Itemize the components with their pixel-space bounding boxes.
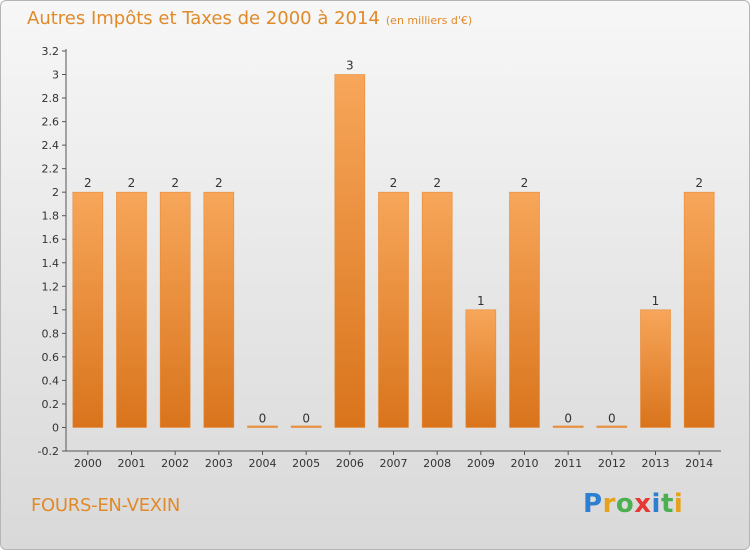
y-tick-label: 3.2 [42, 45, 60, 58]
x-tick-label: 2004 [249, 457, 277, 470]
x-tick-label: 2003 [205, 457, 233, 470]
logo-letter: P [583, 489, 603, 519]
x-tick-label: 2013 [642, 457, 670, 470]
proxiti-logo: Proxiti [583, 489, 683, 519]
bar [640, 309, 671, 428]
chart-title-unit: (en milliers d'€) [385, 14, 473, 27]
y-tick-label: 2.6 [42, 116, 60, 129]
y-tick-label: 2.4 [42, 139, 60, 152]
bar-value-label: 1 [652, 294, 660, 308]
bar [290, 425, 322, 428]
bar-value-label: 3 [346, 59, 354, 73]
x-tick-label: 2006 [336, 457, 364, 470]
x-tick-label: 2011 [554, 457, 582, 470]
bar-value-label: 2 [171, 176, 179, 190]
y-tick-label: 0.6 [42, 351, 60, 364]
logo-letter: r [602, 489, 616, 519]
x-tick-label: 2000 [74, 457, 102, 470]
bar-value-label: 2 [521, 176, 529, 190]
bar-value-label: 2 [695, 176, 703, 190]
bar [247, 425, 278, 428]
x-tick-label: 2002 [161, 457, 189, 470]
bar [683, 191, 715, 428]
x-tick-label: 2010 [511, 457, 539, 470]
bar [465, 309, 497, 428]
y-tick-label: 0 [52, 421, 59, 434]
x-tick-label: 2005 [292, 457, 320, 470]
y-tick-label: 2 [52, 186, 59, 199]
logo-letter: o [615, 489, 635, 519]
bar [378, 191, 409, 428]
bar-value-label: 2 [390, 176, 398, 190]
bar [334, 74, 366, 428]
bar-value-label: 0 [259, 411, 267, 425]
bar-value-label: 0 [608, 411, 616, 425]
chart-title-text: Autres Impôts et Taxes de 2000 à 2014 [27, 8, 380, 29]
logo-letter: i [673, 489, 684, 519]
bar [72, 191, 104, 428]
bar-value-label: 2 [84, 176, 92, 190]
y-tick-label: 1 [52, 304, 59, 317]
bar [596, 425, 628, 428]
x-tick-label: 2007 [380, 457, 408, 470]
x-tick-label: 2001 [118, 457, 146, 470]
y-tick-label: 0.8 [42, 327, 60, 340]
y-tick-label: 0.4 [42, 374, 60, 387]
y-tick-label: 0.2 [42, 398, 60, 411]
bar-value-label: 2 [128, 176, 136, 190]
bar-value-label: 0 [564, 411, 572, 425]
x-tick-label: 2009 [467, 457, 495, 470]
y-tick-label: 2.2 [42, 163, 60, 176]
bar [421, 191, 453, 428]
bar [203, 191, 235, 428]
bar [509, 191, 540, 428]
y-tick-label: 1.6 [42, 233, 60, 246]
bar-value-label: 1 [477, 294, 485, 308]
y-tick-label: 1.8 [42, 210, 60, 223]
bar-value-label: 2 [215, 176, 223, 190]
bar-value-label: 2 [433, 176, 441, 190]
y-tick-label: -0.2 [38, 445, 59, 458]
place-name: FOURS-EN-VEXIN [31, 495, 180, 516]
y-tick-label: 1.4 [42, 257, 60, 270]
bar [116, 191, 147, 428]
bar [552, 425, 584, 428]
x-tick-label: 2008 [423, 457, 451, 470]
logo-letter: i [651, 489, 661, 519]
y-tick-label: 1.2 [42, 280, 60, 293]
x-tick-label: 2012 [598, 457, 626, 470]
bar-value-label: 0 [302, 411, 310, 425]
logo-letter: x [634, 489, 652, 519]
y-tick-label: 2.8 [42, 92, 60, 105]
bar [159, 191, 191, 428]
x-tick-label: 2014 [685, 457, 713, 470]
chart-title: Autres Impôts et Taxes de 2000 à 2014 (en… [27, 8, 472, 29]
y-tick-label: 3 [52, 69, 59, 82]
logo-letter: t [660, 489, 674, 519]
